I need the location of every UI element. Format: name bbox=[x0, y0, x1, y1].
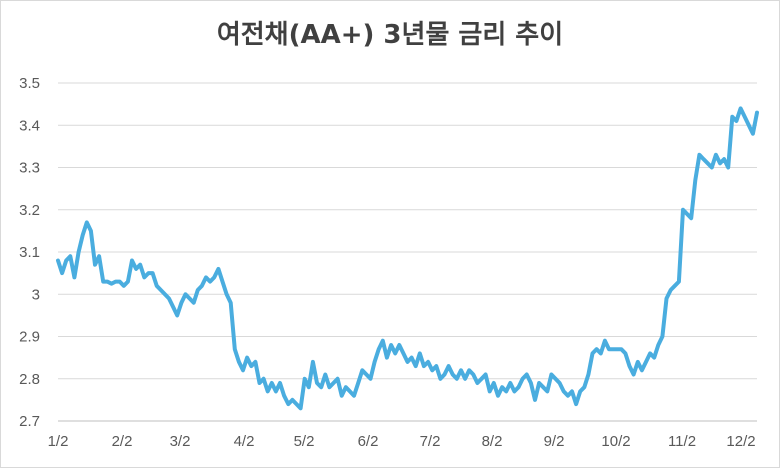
series-line bbox=[56, 106, 759, 411]
x-tick-label: 3/2 bbox=[170, 433, 191, 450]
x-tick-label: 8/2 bbox=[482, 433, 503, 450]
x-tick-label: 7/2 bbox=[420, 433, 441, 450]
x-tick-label: 1/2 bbox=[48, 433, 69, 450]
x-tick-label: 5/2 bbox=[294, 433, 315, 450]
x-tick-label: 4/2 bbox=[234, 433, 255, 450]
y-tick-label: 3 bbox=[32, 286, 40, 303]
y-axis-tick-labels: 2.7 2.8 2.9 3 3.1 3.2 3.3 3.4 3.5 bbox=[19, 75, 40, 430]
x-tick-label: 10/2 bbox=[601, 433, 630, 450]
y-tick-label: 2.8 bbox=[19, 371, 40, 388]
x-tick-label: 11/2 bbox=[668, 433, 696, 450]
y-tick-label: 3.4 bbox=[19, 117, 40, 134]
x-tick-label: 2/2 bbox=[112, 433, 133, 450]
series-layer bbox=[56, 106, 759, 411]
y-tick-label: 3.2 bbox=[19, 202, 40, 219]
x-tick-label: 12/2 bbox=[726, 433, 755, 450]
x-axis-tick-labels: 1/2 2/2 3/2 4/2 5/2 6/2 7/2 8/2 9/2 10/2 11/2 12/2 bbox=[48, 433, 756, 450]
x-tick-label: 9/2 bbox=[544, 433, 565, 450]
y-tick-label: 3.3 bbox=[19, 160, 40, 177]
chart-title: 여전채(AA+) 3년물 금리 추이 bbox=[216, 20, 564, 50]
y-tick-label: 3.1 bbox=[19, 244, 40, 261]
y-tick-label: 3.5 bbox=[19, 75, 40, 92]
y-tick-label: 2.9 bbox=[19, 329, 40, 346]
y-tick-label: 2.7 bbox=[19, 413, 40, 430]
x-tick-label: 6/2 bbox=[358, 433, 379, 450]
gridlines bbox=[58, 82, 757, 422]
